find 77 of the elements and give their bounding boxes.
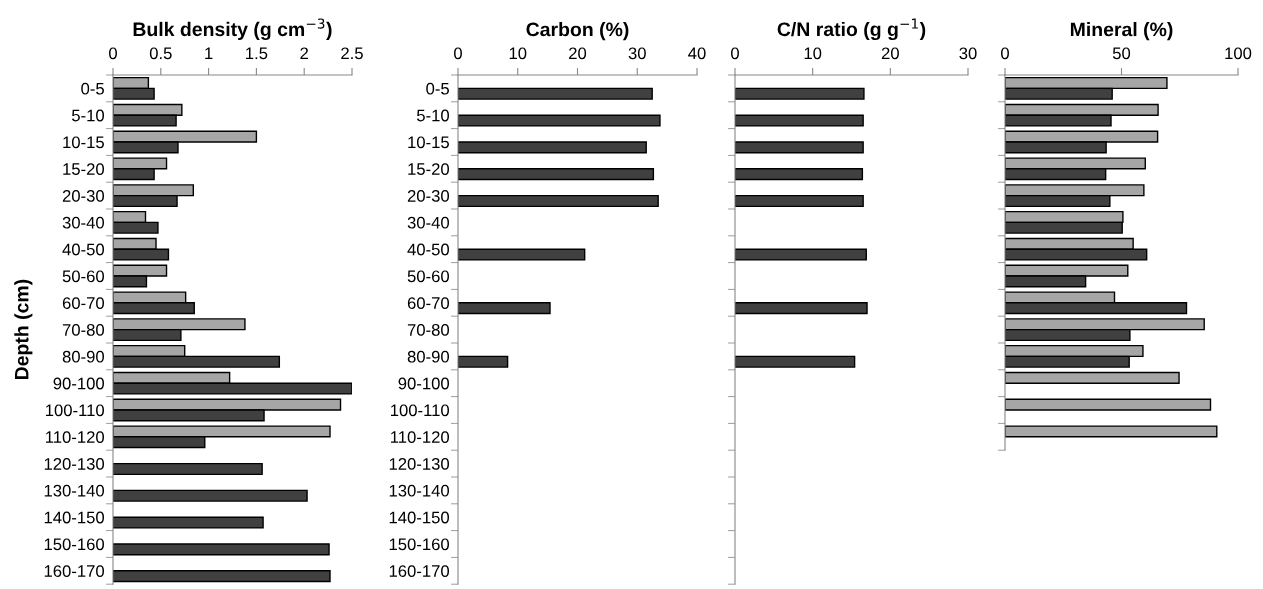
y-tick-label: 150-160 <box>389 538 450 551</box>
x-tick-label: 1 <box>205 47 213 60</box>
x-tick-label: 0.5 <box>149 47 172 60</box>
x-tick-label: 10 <box>804 47 822 60</box>
x-tick-label: 0 <box>731 47 739 60</box>
x-tick-label: 2.5 <box>341 47 363 60</box>
y-tick-label: 70-80 <box>62 324 105 336</box>
x-tick-label: 20 <box>881 47 899 60</box>
y-tick-label: 50-60 <box>407 270 450 283</box>
y-tick-label: 80-90 <box>407 350 450 363</box>
x-tick-label: 30 <box>628 47 646 60</box>
bar <box>458 141 647 154</box>
bar <box>458 194 659 208</box>
chart-title: C/N ratio (g g$^{−1}$) <box>777 18 926 41</box>
x-tick-label: 0 <box>1001 47 1009 60</box>
chart-title: Mineral (%) <box>1070 22 1173 41</box>
x-tick-label: 50 <box>1112 47 1131 60</box>
y-tick-label: 70-80 <box>407 324 450 336</box>
y-tick-label: 0-5 <box>81 82 104 95</box>
y-tick-label: 160-170 <box>44 565 105 577</box>
x-tick-label: 40 <box>688 47 706 60</box>
y-tick-label: 60-70 <box>62 297 105 309</box>
bar <box>458 302 551 315</box>
y-tick-label: 20-30 <box>407 190 450 202</box>
x-tick-label: 2 <box>300 47 308 60</box>
y-tick-label: 20-30 <box>62 190 105 202</box>
y-tick-label: 120-130 <box>44 458 105 470</box>
y-tick-label: 30-40 <box>407 216 450 229</box>
x-tick-label: 1.5 <box>246 47 268 60</box>
bar <box>113 543 330 556</box>
bar <box>458 87 653 100</box>
y-tick-label: 140-150 <box>389 511 450 524</box>
bar <box>113 489 308 502</box>
x-tick-label: 100 <box>1225 47 1252 60</box>
bar <box>113 570 331 583</box>
y-tick-label: 100-110 <box>46 404 105 417</box>
y-tick-label: 50-60 <box>62 270 105 283</box>
bar <box>458 168 655 181</box>
y-tick-label: 15-20 <box>63 163 105 175</box>
y-tick-label: 60-70 <box>407 297 450 309</box>
x-tick-label: 30 <box>959 47 977 60</box>
bar <box>458 355 509 368</box>
y-tick-label: 5-10 <box>416 109 450 122</box>
y-tick-label: 15-20 <box>408 163 450 175</box>
y-tick-label: 90-100 <box>53 377 105 390</box>
y-tick-label: 10-15 <box>63 136 104 149</box>
bar <box>1005 425 1218 438</box>
y-tick-label: 0-5 <box>426 82 449 95</box>
x-tick-label: 20 <box>569 47 587 60</box>
y-tick-label: 130-140 <box>389 484 450 497</box>
y-tick-label: 130-140 <box>44 484 105 497</box>
bar <box>113 516 264 529</box>
y-tick-label: 5-10 <box>71 109 105 122</box>
y-tick-label: 140-150 <box>44 511 105 524</box>
y-tick-label: 150-160 <box>44 538 105 551</box>
y-tick-label: 40-50 <box>407 243 450 256</box>
x-tick-label: 0 <box>109 47 117 60</box>
y-tick-label: 10-15 <box>408 136 449 149</box>
y-tick-label: 120-130 <box>389 458 450 470</box>
y-tick-label: 90-100 <box>398 377 450 390</box>
x-tick-label: 10 <box>509 47 527 60</box>
bar <box>113 462 263 476</box>
bar <box>458 114 661 127</box>
chart-title: Carbon (%) <box>526 22 629 41</box>
x-tick-label: 0 <box>454 47 462 60</box>
chart-title: Bulk density (g cm$^{−3}$) <box>133 18 332 41</box>
y-tick-label: 30-40 <box>62 216 105 229</box>
y-tick-label: 110-120 <box>46 431 105 443</box>
bar <box>458 248 586 261</box>
bar <box>1005 398 1212 411</box>
y-tick-label: 110-120 <box>391 431 450 443</box>
y-tick-label: 80-90 <box>62 350 105 363</box>
y-tick-label: 100-110 <box>391 404 450 417</box>
y-tick-label: 160-170 <box>389 565 450 577</box>
y-axis-title: Depth (cm) <box>14 279 33 380</box>
y-tick-label: 40-50 <box>62 243 105 256</box>
bar <box>1005 371 1180 384</box>
